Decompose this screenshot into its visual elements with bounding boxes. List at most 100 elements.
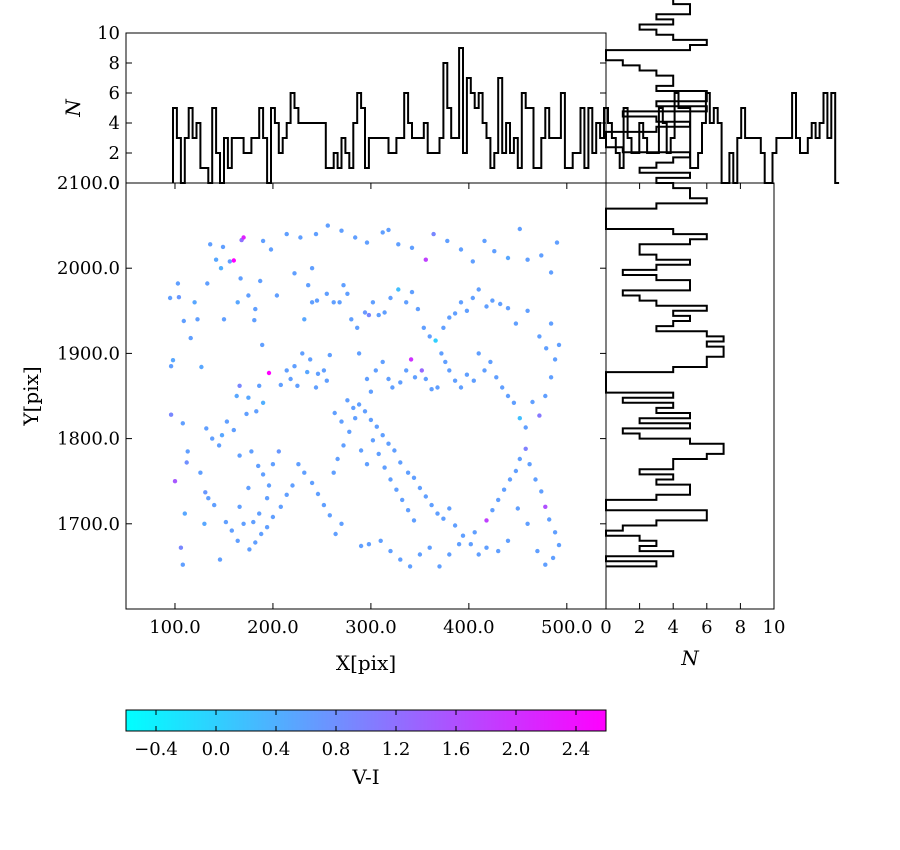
scatter-point	[366, 542, 372, 547]
scatter-point	[249, 449, 254, 454]
scatter-point	[417, 552, 423, 557]
scatter-point	[213, 257, 219, 262]
scatter-point	[380, 433, 385, 438]
scatter-point	[241, 235, 246, 240]
scatter-point	[500, 385, 505, 390]
scatter-point	[257, 383, 262, 388]
scatter-point	[452, 311, 458, 316]
scatter-point	[333, 531, 338, 537]
scatter-point	[404, 368, 409, 373]
scatter-point	[421, 325, 426, 330]
scatter-point	[408, 357, 414, 362]
y-tick-label: 2100.0	[57, 173, 120, 194]
scatter-point	[216, 443, 222, 448]
scatter-point	[224, 419, 230, 424]
scatter-point	[339, 521, 344, 526]
scatter-point	[175, 281, 181, 286]
scatter-point	[212, 502, 217, 508]
scatter-point	[234, 393, 239, 399]
top-histogram-y-tick-label: 6	[109, 83, 120, 104]
scatter-point	[315, 491, 321, 497]
scatter-point	[525, 308, 530, 313]
scatter-point	[364, 462, 370, 467]
scatter-point	[284, 231, 289, 237]
scatter-point	[235, 300, 240, 305]
scatter-point	[543, 504, 548, 509]
scatter-point	[476, 552, 481, 557]
scatter-point	[238, 276, 243, 281]
scatter-point	[429, 387, 434, 392]
scatter-point	[345, 398, 350, 403]
scatter-point	[370, 438, 376, 443]
scatter-point	[443, 359, 448, 365]
scatter-point	[180, 421, 185, 426]
scatter-point	[181, 318, 186, 324]
scatter-point	[388, 477, 393, 482]
scatter-point	[325, 223, 330, 228]
scatter-point	[180, 562, 185, 567]
scatter-point	[464, 308, 470, 313]
right-histogram-x-tick-label: 8	[735, 617, 746, 638]
right-histogram-frame	[605, 182, 775, 610]
scatter-point	[246, 485, 251, 491]
scatter-point	[355, 325, 360, 330]
scatter-point	[204, 426, 209, 431]
scatter-point	[556, 342, 562, 348]
scatter-point	[472, 530, 477, 535]
right-histogram-x-tick-label: 0	[600, 617, 611, 638]
scatter-point	[278, 382, 283, 388]
scatter-point	[210, 436, 215, 441]
scatter-point	[468, 542, 473, 547]
scatter-point	[398, 380, 403, 385]
scatter-point	[533, 477, 538, 482]
scatter-point	[308, 357, 313, 362]
scatter-point	[347, 429, 352, 434]
scatter-point	[305, 369, 310, 375]
scatter-point	[231, 258, 236, 263]
colorbar-tick-label: 1.2	[382, 739, 411, 760]
scatter-point	[496, 548, 501, 554]
colorbar: −0.4 0.0 0.4 0.8 1.2 1.6 2.0 2.4 V-I	[125, 709, 607, 789]
scatter-point	[556, 542, 562, 548]
scatter-point	[537, 413, 542, 418]
scatter-point	[407, 564, 413, 569]
scatter-point	[302, 470, 307, 475]
colorbar-ticks: −0.4 0.0 0.4 0.8 1.2 1.6 2.0 2.4	[134, 710, 590, 760]
scatter-point	[374, 424, 379, 429]
scatter-point	[429, 502, 434, 508]
scatter-point	[394, 487, 399, 492]
scatter-point	[247, 547, 252, 552]
scatter-point	[314, 298, 320, 303]
scatter-point	[274, 293, 280, 298]
scatter-point	[246, 293, 251, 298]
scatter-point	[227, 259, 232, 264]
scatter-point	[419, 368, 424, 373]
scatter-point	[256, 463, 261, 469]
scatter-point	[447, 506, 452, 511]
scatter-point	[270, 462, 276, 467]
scatter-point	[345, 291, 350, 296]
top-histogram-y-tick-label: 0	[109, 173, 120, 194]
scatter-point	[464, 372, 470, 377]
scatter-point	[231, 427, 236, 433]
scatter-point	[484, 304, 489, 309]
top-histogram-y-tick-label: 8	[109, 53, 120, 74]
top-histogram-y-tick-label: 10	[97, 23, 120, 44]
scatter-point	[178, 545, 184, 550]
right-histogram-x-tick-label: 6	[701, 617, 712, 638]
scatter-point	[378, 538, 383, 543]
scatter-point	[386, 441, 391, 446]
scatter-point	[543, 393, 548, 399]
scatter-point	[523, 425, 528, 430]
scatter-point	[400, 497, 405, 503]
scatter-point	[515, 506, 520, 511]
scatter-point	[278, 504, 283, 509]
scatter-point	[482, 368, 487, 373]
scatter-point	[525, 257, 530, 262]
right-histogram-step	[605, 0, 725, 568]
scatter-point	[309, 266, 315, 271]
scatter-point	[229, 528, 234, 533]
scatter-point	[517, 416, 522, 421]
scatter-point	[517, 456, 522, 462]
scatter-point	[284, 492, 289, 497]
